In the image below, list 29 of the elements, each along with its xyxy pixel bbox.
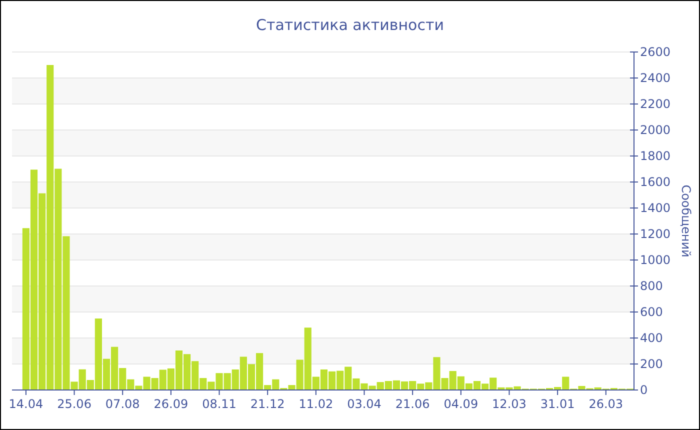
x-tick-label: 11.02 — [298, 397, 334, 411]
chart-title: Статистика активности — [256, 16, 444, 34]
y-tick-label: 600 — [640, 305, 663, 319]
x-tick-label: 25.06 — [57, 397, 92, 411]
x-tick-label: 07.08 — [105, 397, 140, 411]
y-tick-label: 800 — [640, 279, 663, 293]
x-tick-label: 21.12 — [250, 397, 285, 411]
x-tick-label: 21.06 — [395, 397, 430, 411]
x-tick-label: 26.03 — [588, 397, 624, 411]
y-tick-label: 1400 — [640, 201, 671, 215]
x-tick-label: 26.09 — [154, 397, 188, 411]
y-tick-label: 2000 — [640, 123, 671, 137]
x-tick-label: 12.03 — [492, 397, 526, 411]
y-tick-label: 2600 — [640, 45, 671, 59]
x-tick-label: 04.09 — [444, 397, 478, 411]
y-tick-label: 1800 — [640, 149, 671, 163]
y-tick-label: 1200 — [640, 227, 671, 241]
y-tick-label: 200 — [640, 357, 663, 371]
y-tick-label: 2400 — [640, 71, 671, 85]
x-tick-label: 08.11 — [202, 397, 236, 411]
y-axis-title: Сообщений — [679, 184, 693, 258]
x-tick-label: 03.04 — [347, 397, 382, 411]
y-tick-label: 2200 — [640, 97, 671, 111]
x-tick-label: 14.04 — [8, 397, 44, 411]
x-tick-label: 31.01 — [540, 397, 575, 411]
y-tick-label: 1600 — [640, 175, 671, 189]
y-tick-label: 1000 — [640, 253, 671, 267]
y-tick-label: 0 — [640, 383, 648, 397]
y-tick-label: 400 — [640, 331, 663, 345]
